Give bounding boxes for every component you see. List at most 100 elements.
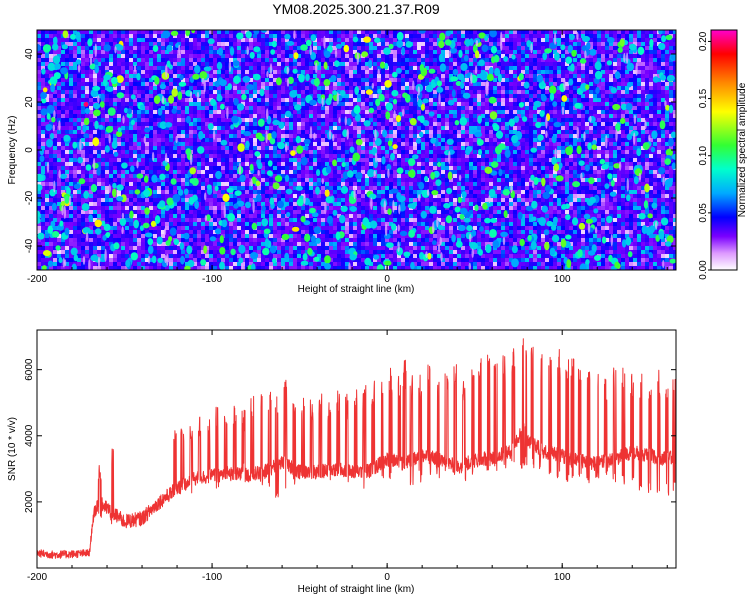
heatmap-cell: [109, 146, 113, 150]
heatmap-cell: [173, 122, 177, 126]
heatmap-cell: [397, 150, 401, 154]
heatmap-cell: [433, 38, 437, 42]
heatmap-cell: [229, 130, 233, 134]
heatmap-cell: [121, 98, 125, 102]
heatmap-cell: [561, 146, 565, 150]
heatmap-cell: [153, 94, 157, 98]
heatmap-cell: [65, 82, 69, 86]
heatmap-cell: [573, 150, 577, 154]
heatmap-cell: [549, 134, 553, 138]
heatmap-cell: [405, 66, 409, 70]
heatmap-cell: [273, 106, 277, 110]
heatmap-cell: [469, 66, 473, 70]
heatmap-cell: [541, 30, 545, 34]
heatmap-cell: [393, 38, 397, 42]
heatmap-cell: [109, 134, 113, 138]
heatmap-cell: [229, 74, 233, 78]
heatmap-cell: [161, 142, 165, 146]
heatmap-cell: [373, 110, 377, 114]
heatmap-cell: [161, 146, 165, 150]
heatmap-cell: [237, 30, 241, 34]
heatmap-cell: [613, 98, 617, 102]
heatmap-cell: [241, 66, 245, 70]
heatmap-cell: [285, 106, 289, 110]
heatmap-cell: [589, 126, 593, 130]
heatmap-cell: [569, 130, 573, 134]
heatmap-cell: [553, 50, 557, 54]
heatmap-cell: [569, 98, 573, 102]
heatmap-cell: [529, 86, 533, 90]
heatmap-cell: [41, 118, 45, 122]
heatmap-cell: [373, 106, 377, 110]
heatmap-cell: [613, 150, 617, 154]
heatmap-cell: [85, 150, 89, 154]
heatmap-cell: [341, 142, 345, 146]
heatmap-cell: [473, 94, 477, 98]
heatmap-cell: [141, 42, 145, 46]
heatmap-cell: [657, 138, 661, 142]
heatmap-cell: [145, 90, 149, 94]
heatmap-cell: [609, 118, 613, 122]
heatmap-cell: [569, 134, 573, 138]
heatmap-cell: [673, 50, 676, 54]
heatmap-cell: [421, 110, 425, 114]
heatmap-cell: [497, 34, 501, 38]
heatmap-cell: [249, 38, 253, 42]
heatmap-cell: [101, 66, 105, 70]
heatmap-cell: [477, 110, 481, 114]
heatmap-cell: [557, 82, 561, 86]
heatmap-cell: [649, 50, 653, 54]
heatmap-cell: [297, 58, 301, 62]
heatmap-cell: [141, 142, 145, 146]
heatmap-cell: [357, 38, 361, 42]
heatmap-cell: [485, 138, 489, 142]
heatmap-cell: [561, 150, 565, 154]
heatmap-cell: [413, 110, 417, 114]
heatmap-cell: [369, 54, 373, 58]
heatmap-cell: [465, 138, 469, 142]
heatmap-cell: [533, 54, 537, 58]
heatmap-cell: [533, 38, 537, 42]
heatmap-cell: [545, 30, 549, 34]
heatmap-cell: [221, 146, 225, 150]
heatmap-cell: [77, 98, 81, 102]
heatmap-cell: [613, 102, 617, 106]
heatmap-cell: [337, 114, 341, 118]
heatmap-cell: [581, 62, 585, 66]
heatmap-cell: [237, 114, 241, 118]
heatmap-cell: [109, 66, 113, 70]
heatmap-cell: [89, 146, 93, 150]
heatmap-cell: [349, 130, 353, 134]
heatmap-cell: [257, 34, 261, 38]
heatmap-cell: [73, 134, 77, 138]
heatmap-cell: [445, 50, 449, 54]
heatmap-cell: [49, 114, 53, 118]
heatmap-cell: [429, 30, 433, 34]
heatmap-cell: [109, 30, 113, 34]
heatmap-cell: [413, 146, 417, 150]
heatmap-cell: [649, 150, 653, 154]
heatmap-cell: [501, 122, 505, 126]
heatmap-cell: [365, 134, 369, 138]
heatmap-cell: [129, 54, 133, 58]
heatmap-cell: [201, 30, 205, 34]
heatmap-cell: [49, 34, 53, 38]
heatmap-cell: [181, 70, 185, 74]
heatmap-cell: [413, 106, 417, 110]
heatmap-cell: [321, 30, 325, 34]
heatmap-cell: [617, 110, 621, 114]
heatmap-cell: [525, 102, 529, 106]
heatmap-cell: [189, 106, 193, 110]
heatmap-cell: [181, 42, 185, 46]
heatmap-cell: [553, 74, 557, 78]
heatmap-cell: [541, 38, 545, 42]
heatmap-cell: [57, 46, 61, 50]
heatmap-cell: [413, 30, 417, 34]
heatmap-cell: [473, 62, 477, 66]
heatmap-cell: [541, 74, 545, 78]
heatmap-cell: [653, 90, 657, 94]
heatmap-cell: [265, 42, 269, 46]
heatmap-cell: [133, 118, 137, 122]
heatmap-cell: [485, 122, 489, 126]
heatmap-cell: [253, 86, 257, 90]
